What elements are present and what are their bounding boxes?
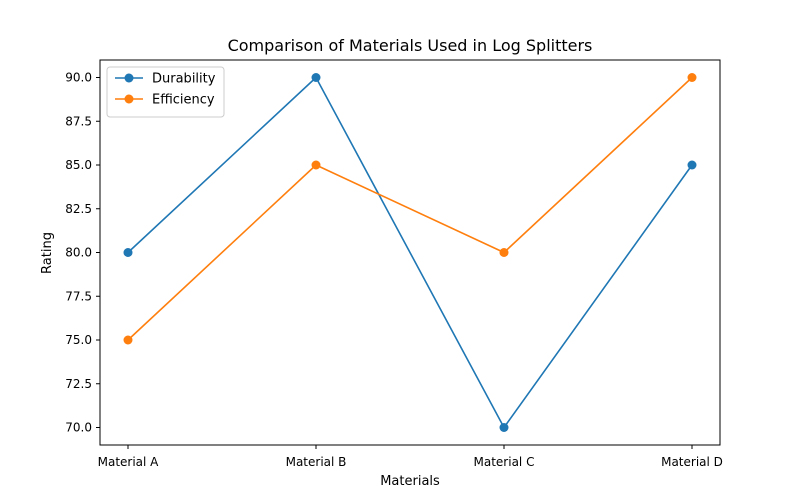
data-point-durability	[499, 423, 509, 432]
data-point-durability	[123, 248, 133, 257]
y-tick-label: 75.0	[65, 333, 92, 347]
y-tick-label: 90.0	[65, 71, 92, 85]
legend-marker-efficiency	[124, 94, 134, 104]
legend-marker-durability	[124, 73, 134, 83]
y-axis-label: Rating	[40, 232, 55, 274]
y-tick-label: 80.0	[65, 246, 92, 260]
plot-area-frame	[99, 59, 721, 446]
data-point-efficiency	[123, 335, 133, 345]
y-axis: 70.0 72.5 75.0 77.5 80.0 82.5 85.0 87.5 90.0	[65, 71, 100, 435]
series-group	[123, 73, 697, 432]
x-axis: Material A Material B Material C Material D	[98, 445, 723, 469]
x-tick-label: Material A	[98, 455, 160, 469]
series-line-durability	[127, 76, 693, 429]
legend-frame	[106, 66, 225, 118]
data-point-efficiency	[687, 73, 697, 82]
series-line-efficiency	[127, 76, 693, 341]
y-tick-label: 85.0	[65, 158, 92, 172]
x-axis-label: Materials	[380, 474, 440, 489]
x-tick-label: Material D	[661, 455, 723, 469]
legend-label-durability: Durability	[152, 72, 216, 87]
legend: Durability Efficiency	[106, 66, 225, 118]
data-point-durability	[687, 160, 697, 170]
y-tick-label: 82.5	[65, 202, 92, 216]
legend-label-efficiency: Efficiency	[152, 93, 215, 108]
data-point-efficiency	[311, 160, 321, 170]
x-tick-label: Material C	[474, 455, 535, 469]
y-tick-label: 77.5	[65, 289, 92, 303]
data-point-durability	[311, 73, 321, 82]
y-tick-label: 87.5	[65, 114, 92, 128]
y-tick-label: 72.5	[65, 377, 92, 391]
x-tick-label: Material B	[286, 455, 347, 469]
data-point-efficiency	[499, 248, 509, 257]
y-tick-label: 70.0	[65, 421, 92, 435]
chart-title: Comparison of Materials Used in Log Spli…	[228, 36, 593, 55]
